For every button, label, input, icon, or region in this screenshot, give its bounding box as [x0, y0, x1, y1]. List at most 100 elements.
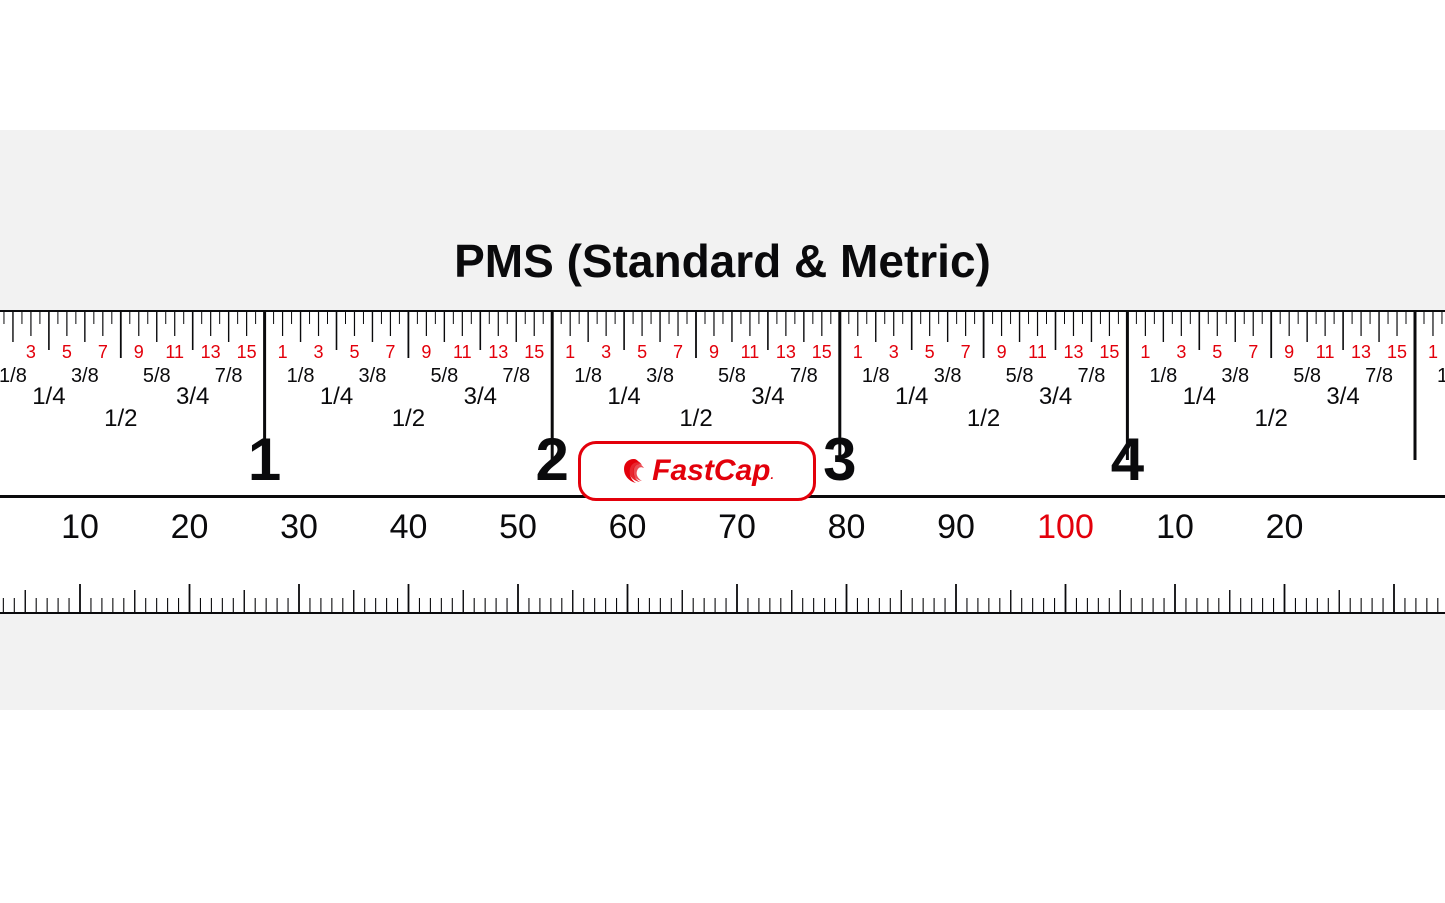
svg-text:1/8: 1/8: [287, 365, 315, 387]
svg-text:5/8: 5/8: [1006, 365, 1034, 387]
svg-text:9: 9: [134, 342, 144, 362]
svg-text:13: 13: [1063, 342, 1083, 362]
svg-text:9: 9: [1284, 342, 1294, 362]
svg-text:5/8: 5/8: [143, 365, 171, 387]
svg-text:1/8: 1/8: [862, 365, 890, 387]
svg-text:80: 80: [828, 508, 866, 546]
svg-text:5/8: 5/8: [1293, 365, 1321, 387]
svg-text:11: 11: [741, 342, 760, 362]
svg-text:1/4: 1/4: [32, 383, 65, 410]
svg-text:15: 15: [1099, 342, 1119, 362]
svg-text:20: 20: [1266, 508, 1304, 546]
svg-text:1/2: 1/2: [392, 405, 425, 432]
svg-text:7: 7: [1248, 342, 1258, 362]
svg-text:3/8: 3/8: [934, 365, 962, 387]
svg-text:3/4: 3/4: [464, 383, 497, 410]
svg-text:70: 70: [718, 508, 756, 546]
svg-text:7/8: 7/8: [1365, 365, 1393, 387]
svg-text:4: 4: [1111, 426, 1145, 493]
svg-text:1/8: 1/8: [574, 365, 602, 387]
svg-text:1/8: 1/8: [1149, 365, 1177, 387]
svg-text:15: 15: [524, 342, 544, 362]
brand-name: FastCap: [652, 454, 770, 488]
svg-text:13: 13: [1351, 342, 1371, 362]
svg-text:13: 13: [488, 342, 508, 362]
svg-text:7/8: 7/8: [502, 365, 530, 387]
svg-text:10: 10: [61, 508, 99, 546]
svg-text:1: 1: [248, 426, 281, 493]
svg-text:5/8: 5/8: [430, 365, 458, 387]
svg-text:1: 1: [278, 342, 288, 362]
svg-text:50: 50: [499, 508, 537, 546]
svg-text:11: 11: [1028, 342, 1047, 362]
brand-badge: FastCap.: [578, 441, 816, 501]
svg-text:20: 20: [171, 508, 209, 546]
svg-text:3: 3: [314, 342, 324, 362]
svg-text:5/8: 5/8: [718, 365, 746, 387]
svg-text:1: 1: [565, 342, 575, 362]
svg-text:1: 1: [1140, 342, 1150, 362]
svg-text:5: 5: [349, 342, 359, 362]
svg-text:1/4: 1/4: [1183, 383, 1216, 410]
svg-text:11: 11: [165, 342, 184, 362]
svg-text:1: 1: [1428, 342, 1438, 362]
brand-tm: .: [771, 468, 774, 488]
svg-text:90: 90: [937, 508, 975, 546]
svg-text:1/8: 1/8: [0, 365, 27, 387]
svg-text:3/4: 3/4: [1326, 383, 1359, 410]
svg-text:13: 13: [201, 342, 221, 362]
svg-text:9: 9: [997, 342, 1007, 362]
svg-text:9: 9: [709, 342, 719, 362]
svg-text:3/8: 3/8: [71, 365, 99, 387]
svg-text:1/2: 1/2: [104, 405, 137, 432]
svg-text:3: 3: [26, 342, 36, 362]
svg-text:40: 40: [390, 508, 428, 546]
svg-text:15: 15: [1387, 342, 1407, 362]
svg-text:3/8: 3/8: [1221, 365, 1249, 387]
svg-text:1/2: 1/2: [1255, 405, 1288, 432]
svg-text:1/2: 1/2: [967, 405, 1000, 432]
svg-text:5: 5: [1212, 342, 1222, 362]
svg-text:7: 7: [673, 342, 683, 362]
svg-text:2: 2: [536, 426, 569, 493]
svg-text:7: 7: [961, 342, 971, 362]
svg-text:9: 9: [421, 342, 431, 362]
svg-text:7/8: 7/8: [790, 365, 818, 387]
svg-text:3: 3: [889, 342, 899, 362]
svg-text:13: 13: [776, 342, 796, 362]
brand-swirl-icon: [620, 457, 648, 485]
svg-text:1/2: 1/2: [679, 405, 712, 432]
svg-text:5: 5: [637, 342, 647, 362]
svg-text:1/4: 1/4: [895, 383, 928, 410]
svg-text:60: 60: [609, 508, 647, 546]
svg-text:3/4: 3/4: [176, 383, 209, 410]
svg-text:7/8: 7/8: [1078, 365, 1106, 387]
svg-text:1/4: 1/4: [320, 383, 353, 410]
svg-text:7: 7: [98, 342, 108, 362]
svg-text:3: 3: [1176, 342, 1186, 362]
svg-text:11: 11: [453, 342, 472, 362]
svg-text:7: 7: [385, 342, 395, 362]
metric-scale: 10 20 30 40 50 60 70 80 90 100 10 20: [0, 498, 1445, 612]
svg-text:7/8: 7/8: [215, 365, 243, 387]
svg-text:10: 10: [1156, 508, 1194, 546]
svg-text:3/4: 3/4: [751, 383, 784, 410]
title-text: PMS (Standard & Metric): [0, 234, 1445, 288]
svg-text:15: 15: [812, 342, 832, 362]
svg-text:15: 15: [237, 342, 257, 362]
svg-text:1/4: 1/4: [607, 383, 640, 410]
svg-text:11: 11: [1316, 342, 1335, 362]
svg-text:100: 100: [1037, 508, 1094, 546]
svg-text:1/8: 1/8: [1437, 365, 1445, 387]
svg-text:30: 30: [280, 508, 318, 546]
svg-text:5: 5: [925, 342, 935, 362]
svg-text:5: 5: [62, 342, 72, 362]
svg-text:3/8: 3/8: [646, 365, 674, 387]
ruler-diagram: PMS (Standard & Metric) 135791113151/83/…: [0, 0, 1445, 903]
svg-text:3/8: 3/8: [359, 365, 387, 387]
svg-text:3: 3: [601, 342, 611, 362]
tape-body: 135791113151/83/85/87/81/43/41/213579111…: [0, 310, 1445, 614]
svg-text:3: 3: [823, 426, 856, 493]
svg-text:3/4: 3/4: [1039, 383, 1072, 410]
svg-text:1: 1: [853, 342, 863, 362]
